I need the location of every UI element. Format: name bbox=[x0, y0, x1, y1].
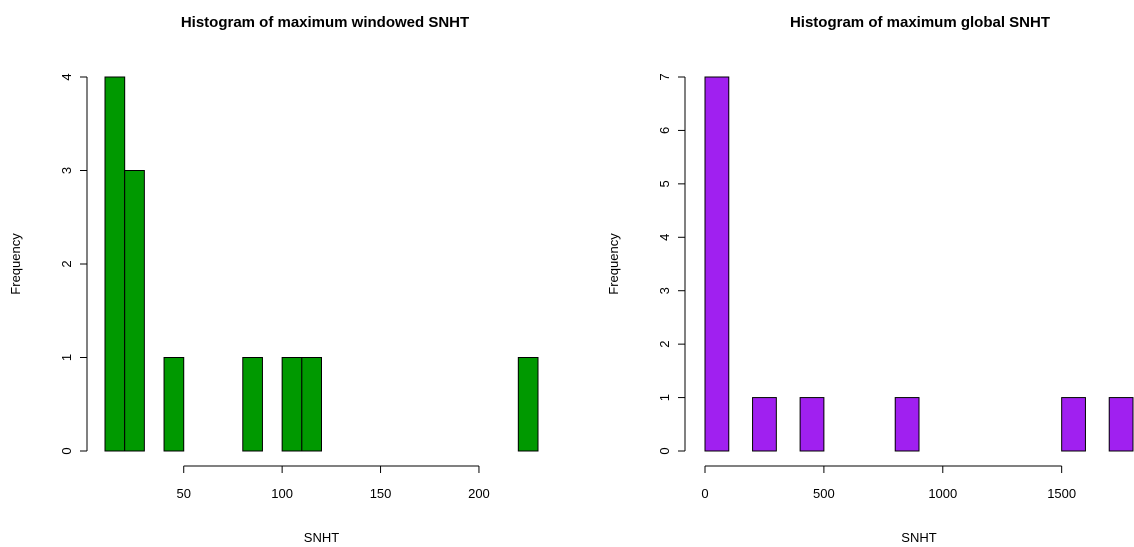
x-tick-label: 1000 bbox=[928, 486, 957, 501]
x-tick-label: 100 bbox=[271, 486, 293, 501]
y-tick-label: 3 bbox=[657, 287, 672, 294]
bar bbox=[124, 170, 145, 452]
bar bbox=[517, 357, 539, 452]
y-tick-label: 5 bbox=[657, 180, 672, 187]
y-tick-label: 1 bbox=[657, 394, 672, 401]
x-tick-label: 500 bbox=[813, 486, 835, 501]
chart-title: Histogram of maximum global SNHT bbox=[790, 14, 1050, 31]
x-axis-label: SNHT bbox=[304, 530, 339, 545]
y-axis-label: Frequency bbox=[606, 233, 621, 295]
y-tick-label: 4 bbox=[657, 234, 672, 241]
bar bbox=[163, 357, 185, 452]
y-tick-label: 7 bbox=[657, 73, 672, 80]
y-tick-label: 3 bbox=[59, 167, 74, 174]
chart-title: Histogram of maximum windowed SNHT bbox=[181, 14, 469, 31]
bar bbox=[704, 76, 730, 452]
bar bbox=[752, 397, 777, 452]
y-tick-label: 1 bbox=[59, 354, 74, 361]
x-tick-label: 150 bbox=[370, 486, 392, 501]
x-axis-label: SNHT bbox=[901, 530, 936, 545]
bar bbox=[301, 357, 322, 452]
y-axis-label: Frequency bbox=[8, 233, 23, 295]
x-tick-label: 0 bbox=[701, 486, 708, 501]
y-tick-label: 2 bbox=[657, 341, 672, 348]
y-tick-label: 6 bbox=[657, 127, 672, 134]
x-tick-label: 200 bbox=[468, 486, 490, 501]
x-tick-label: 50 bbox=[176, 486, 190, 501]
bar bbox=[799, 397, 825, 452]
bar bbox=[894, 397, 920, 452]
x-tick-label: 1500 bbox=[1047, 486, 1076, 501]
bar bbox=[104, 76, 126, 452]
y-tick-label: 0 bbox=[657, 447, 672, 454]
y-tick-label: 2 bbox=[59, 260, 74, 267]
y-tick-label: 4 bbox=[59, 73, 74, 80]
bar bbox=[1061, 397, 1086, 452]
bar bbox=[281, 357, 303, 452]
bar bbox=[1108, 397, 1134, 452]
bar bbox=[242, 357, 263, 452]
y-tick-label: 0 bbox=[59, 447, 74, 454]
